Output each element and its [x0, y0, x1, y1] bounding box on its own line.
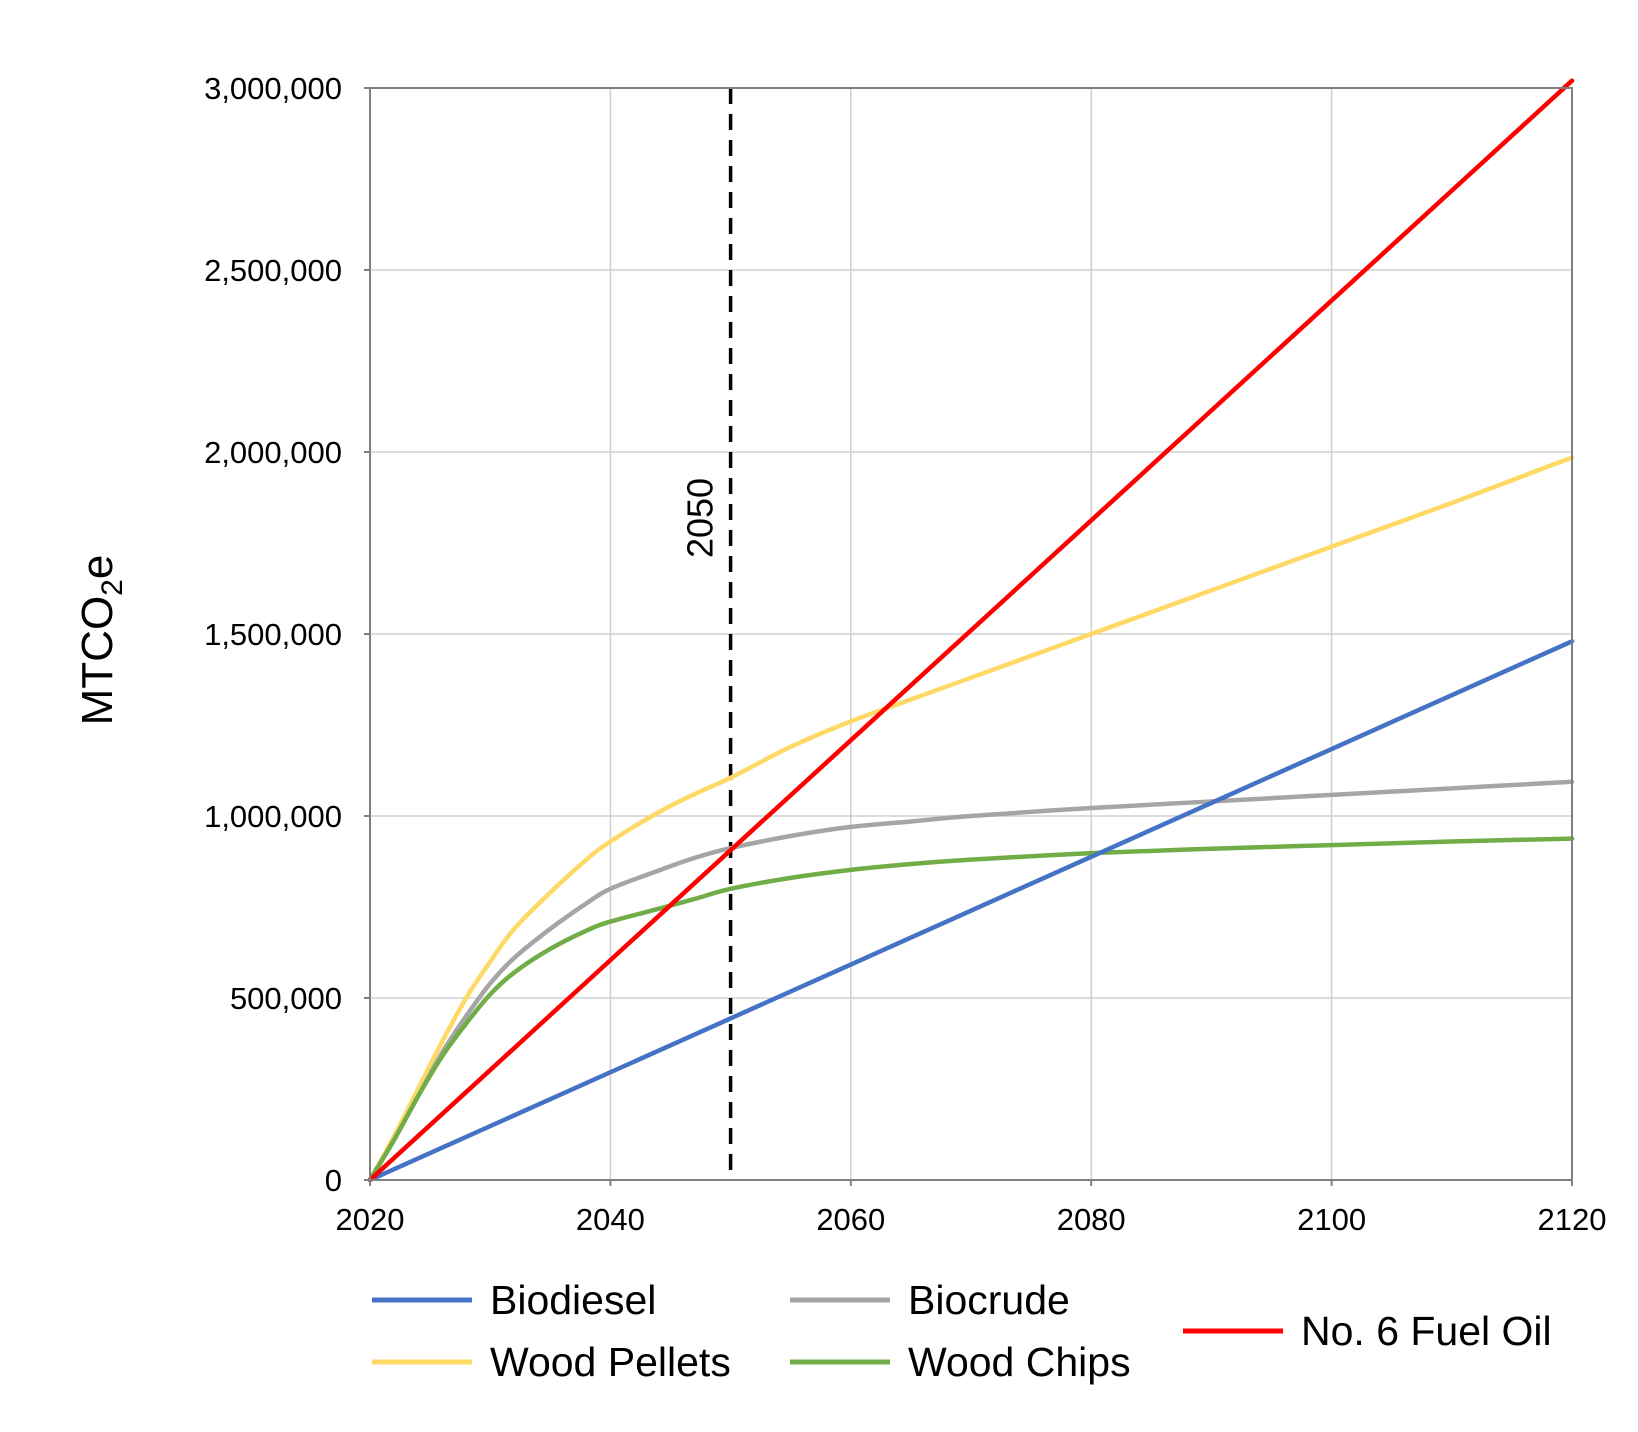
- y-tick-label: 500,000: [230, 981, 342, 1016]
- y-tick-label: 2,000,000: [204, 435, 342, 470]
- series-line-biodiesel: [367, 639, 1575, 1183]
- reference-line-group: 2050: [680, 88, 733, 1180]
- series-line-no-6-fuel-oil: [367, 78, 1575, 1183]
- y-axis-ticks: 0 500,000 1,000,000 1,500,000 2,000,000 2,500…: [204, 71, 370, 1198]
- y-axis-label-suffix: e: [73, 555, 122, 579]
- y-axis-label-main: MTCO: [73, 596, 122, 726]
- x-tick-label: 2100: [1297, 1202, 1366, 1237]
- y-axis-label: MTCO2e: [73, 555, 129, 726]
- legend-label-biocrude: Biocrude: [908, 1277, 1070, 1323]
- y-tick-label: 3,000,000: [204, 71, 342, 106]
- x-tick-label: 2120: [1538, 1202, 1607, 1237]
- legend: Biodiesel Biocrude No. 6 Fuel Oil Wood Pell…: [372, 1277, 1552, 1385]
- x-axis-ticks: 2020 2040 2060 2080 2100 2120: [336, 1180, 1607, 1237]
- series-lines: [367, 78, 1575, 1183]
- legend-label-biodiesel: Biodiesel: [490, 1277, 656, 1323]
- legend-label-no-6-fuel-oil: No. 6 Fuel Oil: [1301, 1308, 1552, 1354]
- x-tick-label: 2080: [1057, 1202, 1126, 1237]
- x-tick-label: 2060: [816, 1202, 885, 1237]
- y-tick-label: 0: [325, 1163, 342, 1198]
- svg-text:MTCO2e: MTCO2e: [73, 555, 129, 726]
- y-tick-label: 2,500,000: [204, 253, 342, 288]
- reference-line-label: 2050: [680, 478, 721, 558]
- x-tick-label: 2020: [336, 1202, 405, 1237]
- legend-label-wood-pellets: Wood Pellets: [490, 1339, 731, 1385]
- series-line-wood-chips: [367, 836, 1575, 1183]
- series-line-wood-pellets: [367, 455, 1575, 1183]
- legend-label-wood-chips: Wood Chips: [908, 1339, 1131, 1385]
- y-tick-label: 1,500,000: [204, 617, 342, 652]
- y-tick-label: 1,000,000: [204, 799, 342, 834]
- x-tick-label: 2040: [576, 1202, 645, 1237]
- y-axis-label-subscript: 2: [96, 579, 129, 596]
